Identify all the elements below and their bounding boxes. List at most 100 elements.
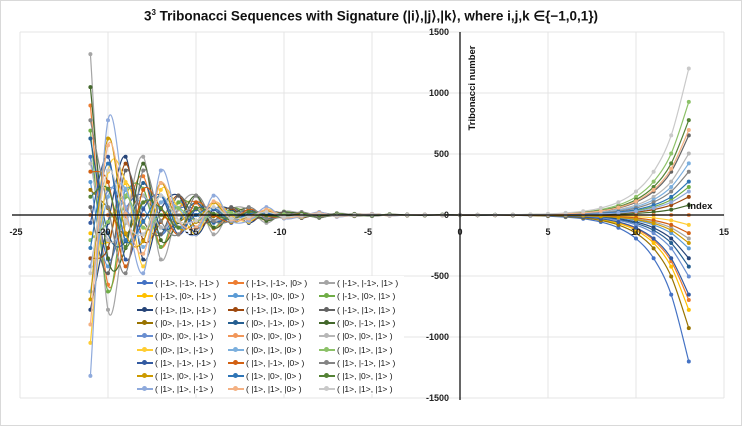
legend-item[interactable]: ( |0>, |1>, |1> )	[319, 344, 393, 356]
legend-item[interactable]: ( |-1>, |0>, |0> )	[228, 290, 304, 302]
y-axis-title: Tribonacci number	[467, 45, 478, 130]
data-point	[106, 307, 110, 312]
data-point	[194, 206, 198, 211]
data-point	[106, 231, 110, 236]
data-point	[158, 225, 163, 230]
data-point	[158, 206, 163, 211]
legend-item[interactable]: ( |1>, |0>, |-1> )	[137, 370, 213, 382]
data-point	[686, 307, 691, 312]
data-point	[88, 373, 93, 378]
data-point	[106, 238, 110, 243]
data-point	[141, 244, 146, 249]
legend-label: ( |1>, |1>, |-1> )	[155, 384, 214, 395]
data-point	[141, 187, 146, 192]
data-point	[211, 225, 216, 230]
data-point	[669, 256, 674, 261]
legend-item[interactable]: ( |-1>, |-1>, |0> )	[228, 277, 307, 289]
data-point	[106, 186, 110, 191]
x-tick-label: -25	[9, 227, 22, 237]
data-point	[598, 208, 603, 213]
legend-item[interactable]: ( |-1>, |-1>, |1> )	[319, 277, 398, 289]
legend-item[interactable]: ( |-1>, |0>, |1> )	[319, 290, 395, 302]
legend-item[interactable]: ( |0>, |1>, |-1> )	[137, 344, 213, 356]
legend-item[interactable]: ( |-1>, |0>, |-1> )	[137, 290, 216, 302]
data-point	[141, 174, 146, 179]
data-point	[88, 322, 93, 327]
legend-label: ( |0>, |0>, |-1> )	[155, 331, 214, 342]
y-tick-label: -500	[431, 271, 449, 281]
data-point	[141, 251, 146, 256]
data-point	[651, 228, 656, 233]
data-point	[123, 154, 128, 159]
data-point	[686, 264, 691, 269]
legend-item[interactable]: ( |0>, |-1>, |-1> )	[137, 317, 216, 329]
legend-item[interactable]: ( |1>, |-1>, |-1> )	[137, 357, 216, 369]
legend-item[interactable]: ( |-1>, |-1>, |-1> )	[137, 277, 219, 289]
legend-swatch	[319, 346, 335, 352]
legend-item[interactable]: ( |0>, |1>, |0> )	[228, 344, 302, 356]
data-point	[669, 200, 674, 205]
data-point	[123, 257, 128, 262]
legend-item[interactable]: ( |1>, |1>, |-1> )	[137, 383, 213, 395]
data-point	[686, 246, 691, 251]
data-point	[528, 212, 533, 217]
data-point	[686, 179, 691, 184]
title-prefix: 3	[143, 8, 152, 24]
data-point	[669, 231, 674, 236]
data-point	[194, 232, 198, 237]
x-tick-label: -5	[364, 227, 372, 237]
legend-item[interactable]: ( |0>, |0>, |-1> )	[137, 330, 213, 342]
legend-label: ( |1>, |1>, |0> )	[246, 384, 302, 395]
data-point	[123, 186, 128, 191]
data-point	[229, 216, 234, 221]
data-point	[123, 244, 128, 249]
legend-swatch	[319, 373, 335, 379]
legend-item[interactable]: ( |0>, |-1>, |0> )	[228, 317, 304, 329]
data-point	[686, 298, 691, 303]
legend-label: ( |1>, |-1>, |-1> )	[155, 357, 217, 368]
data-point	[88, 103, 93, 108]
legend-swatch	[137, 306, 153, 312]
legend-swatch	[319, 359, 335, 365]
data-point	[106, 154, 110, 159]
data-point	[669, 222, 674, 227]
data-point	[158, 218, 163, 223]
data-point	[158, 238, 163, 243]
data-point	[88, 161, 93, 166]
data-point	[176, 200, 181, 205]
data-point	[106, 219, 110, 224]
data-point	[123, 271, 128, 276]
legend-item[interactable]: ( |-1>, |1>, |0> )	[228, 304, 304, 316]
legend-item[interactable]: ( |1>, |-1>, |0> )	[228, 357, 304, 369]
data-point	[123, 238, 128, 243]
series-line	[89, 135, 690, 274]
data-point	[651, 187, 656, 192]
data-point	[686, 151, 691, 156]
legend-item[interactable]: ( |1>, |1>, |0> )	[228, 383, 302, 395]
legend-item[interactable]: ( |0>, |0>, |0> )	[228, 330, 302, 342]
legend-item[interactable]: ( |0>, |0>, |1> )	[319, 330, 393, 342]
legend-swatch	[319, 306, 335, 312]
legend-item[interactable]: ( |1>, |0>, |1> )	[319, 370, 393, 382]
data-point	[686, 241, 691, 246]
legend-swatch	[319, 280, 335, 285]
legend-item[interactable]: ( |1>, |0>, |0> )	[228, 370, 302, 382]
legend-item[interactable]: ( |1>, |-1>, |1> )	[319, 357, 395, 369]
data-point	[651, 246, 656, 251]
y-tick-label: -1500	[426, 393, 449, 403]
legend-label: ( |0>, |-1>, |-1> )	[155, 317, 217, 328]
legend-item[interactable]: ( |-1>, |1>, |-1> )	[137, 304, 216, 316]
data-point	[194, 225, 198, 230]
data-point	[651, 256, 656, 261]
x-tick-label: 0	[457, 227, 462, 237]
data-point	[669, 274, 674, 279]
data-point	[88, 136, 93, 141]
data-point	[669, 166, 674, 171]
chart-title: 33 Tribonacci Sequences with Signature (…	[0, 8, 742, 25]
legend-item[interactable]: ( |-1>, |1>, |1> )	[319, 304, 395, 316]
legend-item[interactable]: ( |1>, |1>, |1> )	[319, 383, 393, 395]
legend-item[interactable]: ( |0>, |-1>, |1> )	[319, 317, 395, 329]
data-point	[264, 216, 269, 221]
y-tick-label: 1500	[429, 27, 449, 37]
legend-label: ( |-1>, |1>, |-1> )	[155, 304, 217, 315]
